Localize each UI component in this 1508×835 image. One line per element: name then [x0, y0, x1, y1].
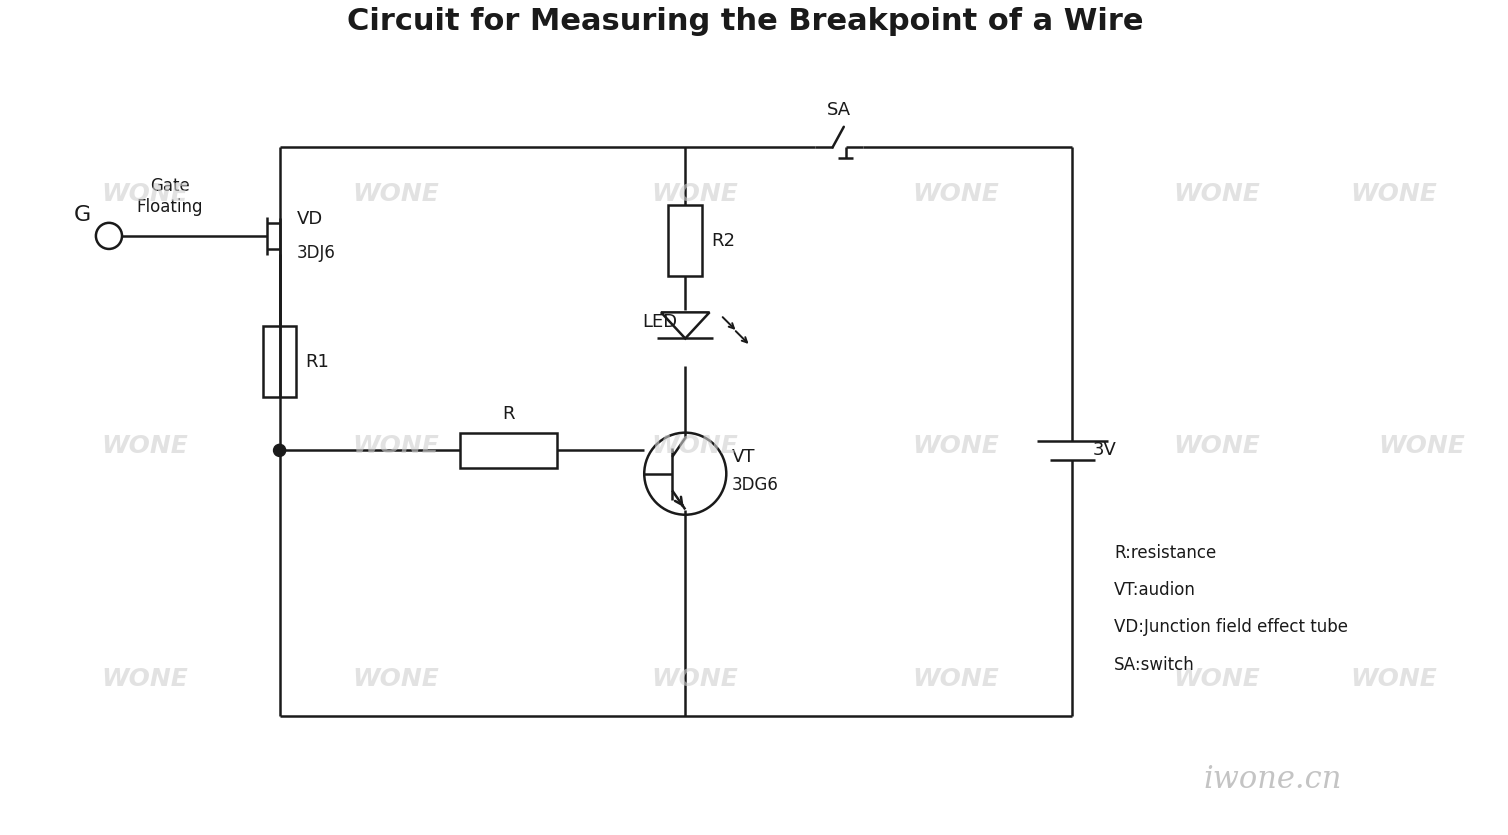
Text: WONE: WONE	[912, 182, 1000, 206]
Text: iwone.cn: iwone.cn	[1203, 764, 1342, 795]
Text: R:resistance: R:resistance	[1114, 544, 1217, 562]
Bar	[460, 433, 556, 468]
Text: Gate
Floating: Gate Floating	[136, 177, 202, 216]
Bar	[262, 326, 297, 397]
Text: R: R	[502, 405, 514, 423]
Circle shape	[273, 444, 285, 457]
Text: WONE: WONE	[1173, 433, 1261, 458]
Text: R2: R2	[712, 231, 736, 250]
Text: WONE: WONE	[353, 433, 440, 458]
Polygon shape	[661, 312, 709, 338]
Text: WONE: WONE	[101, 433, 188, 458]
Text: 3DJ6: 3DJ6	[297, 244, 335, 261]
Text: VD:Junction field effect tube: VD:Junction field effect tube	[1114, 618, 1348, 636]
Text: R1: R1	[306, 353, 330, 371]
Text: VT: VT	[731, 448, 756, 466]
Text: WONE: WONE	[353, 182, 440, 206]
Text: LED: LED	[642, 312, 677, 331]
Text: WONE: WONE	[101, 182, 188, 206]
Text: WONE: WONE	[1173, 182, 1261, 206]
Text: WONE: WONE	[912, 433, 1000, 458]
Text: G: G	[74, 205, 92, 225]
Text: SA: SA	[826, 101, 851, 119]
Text: WONE: WONE	[1351, 667, 1437, 691]
Text: WONE: WONE	[651, 667, 737, 691]
Text: WONE: WONE	[1378, 433, 1466, 458]
Bar	[668, 205, 703, 276]
Text: WONE: WONE	[101, 667, 188, 691]
Text: WONE: WONE	[651, 433, 737, 458]
Text: VD: VD	[297, 210, 323, 228]
Text: WONE: WONE	[912, 667, 1000, 691]
Text: WONE: WONE	[353, 667, 440, 691]
Text: WONE: WONE	[1351, 182, 1437, 206]
Title: Circuit for Measuring the Breakpoint of a Wire: Circuit for Measuring the Breakpoint of …	[347, 7, 1143, 36]
Text: VT:audion: VT:audion	[1114, 581, 1196, 599]
Text: WONE: WONE	[651, 182, 737, 206]
Text: 3V: 3V	[1093, 442, 1116, 459]
Text: SA:switch: SA:switch	[1114, 655, 1194, 674]
Text: WONE: WONE	[1173, 667, 1261, 691]
Text: 3DG6: 3DG6	[731, 476, 778, 493]
